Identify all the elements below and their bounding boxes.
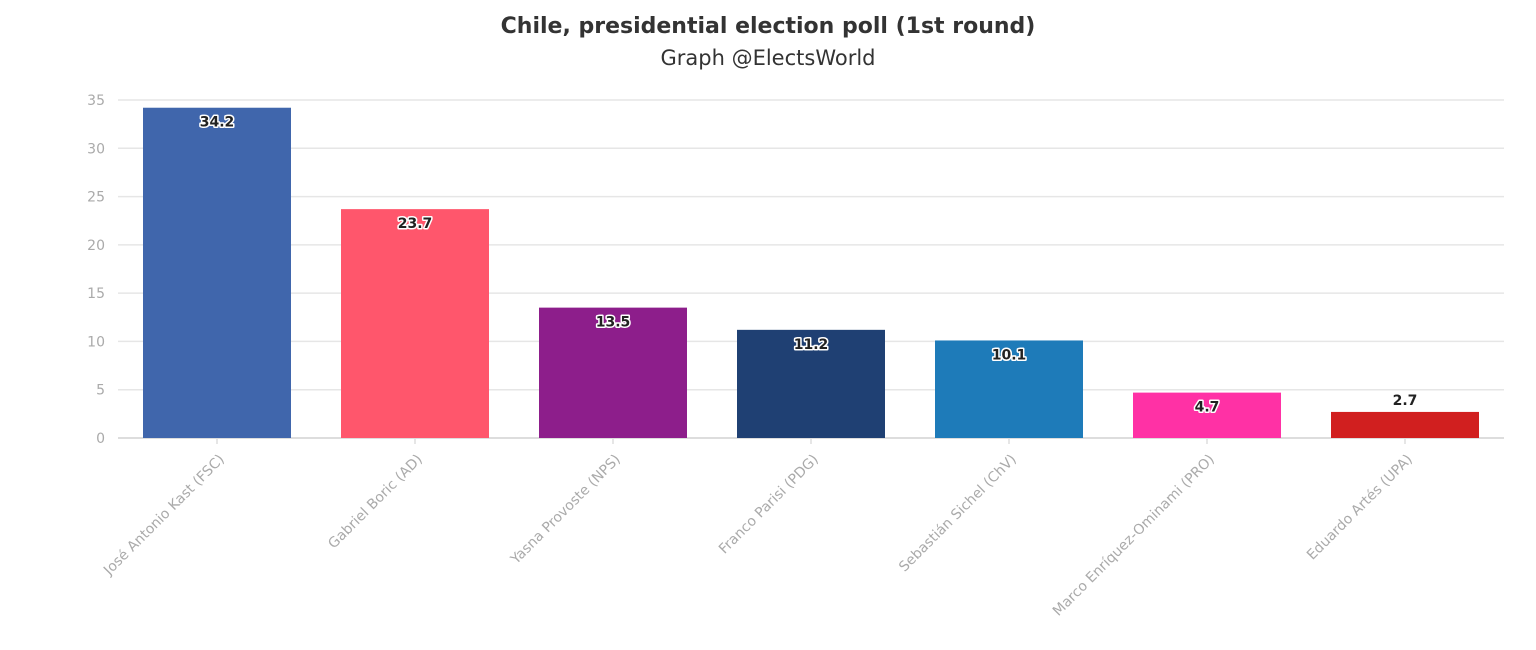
category-text: Yasna Provoste (NPS) <box>507 452 624 569</box>
chart-subtitle: Graph @ElectsWorld <box>660 46 876 70</box>
data-label: 13.5 <box>596 315 631 331</box>
y-tick-label: 15 <box>87 286 105 302</box>
y-axis-ticks: 0 5 10 15 20 25 30 35 <box>87 93 105 447</box>
data-label: 23.7 <box>398 216 433 232</box>
y-tick-label: 10 <box>87 334 105 350</box>
y-tick-label: 20 <box>87 238 105 254</box>
category-text: Eduardo Artés (UPA) <box>1304 452 1416 564</box>
x-category-label: José Antonio Kast (FSC) <box>100 452 228 580</box>
data-label: 4.7 <box>1195 400 1220 416</box>
y-tick-label: 25 <box>87 190 105 206</box>
x-category-label: Sebastián Sichel (ChV) <box>896 452 1020 576</box>
category-text: José Antonio Kast (FSC) <box>100 452 228 580</box>
bars <box>143 107 1479 439</box>
bar[interactable] <box>935 340 1083 438</box>
bar[interactable] <box>1133 392 1281 438</box>
y-tick-label: 35 <box>87 93 105 109</box>
category-text: Marco Enríquez-Ominami (PRO) <box>1050 452 1218 620</box>
category-text: Gabriel Boric (AD) <box>325 452 426 553</box>
x-category-label: Eduardo Artés (UPA) <box>1304 452 1416 564</box>
x-category-label: Marco Enríquez-Ominami (PRO) <box>1050 452 1218 620</box>
category-text: Franco Parisi (PDG) <box>716 452 822 558</box>
chart-title: Chile, presidential election poll (1st r… <box>500 14 1036 39</box>
bar[interactable] <box>737 329 885 438</box>
y-tick-label: 5 <box>96 383 105 399</box>
bar[interactable] <box>143 107 291 439</box>
chart-header: Chile, presidential election poll (1st r… <box>0 10 1536 72</box>
y-tick-label: 0 <box>96 431 105 447</box>
x-category-label: Franco Parisi (PDG) <box>716 452 822 558</box>
data-label: 10.1 <box>992 347 1027 363</box>
x-category-label: Yasna Provoste (NPS) <box>507 452 624 569</box>
bar[interactable] <box>1331 411 1479 438</box>
bar[interactable] <box>539 307 687 438</box>
category-text: Sebastián Sichel (ChV) <box>896 452 1020 576</box>
y-tick-label: 30 <box>87 141 105 157</box>
data-label: 2.7 <box>1393 393 1418 409</box>
bar[interactable] <box>341 209 489 438</box>
x-category-label: Gabriel Boric (AD) <box>325 452 426 553</box>
data-labels: 34.2 23.7 13.5 11.2 10.1 4.7 2.7 <box>198 113 1419 417</box>
data-label: 34.2 <box>200 115 235 131</box>
data-label: 11.2 <box>794 337 829 353</box>
x-axis-categories: José Antonio Kast (FSC) Gabriel Boric (AD… <box>100 438 1416 619</box>
